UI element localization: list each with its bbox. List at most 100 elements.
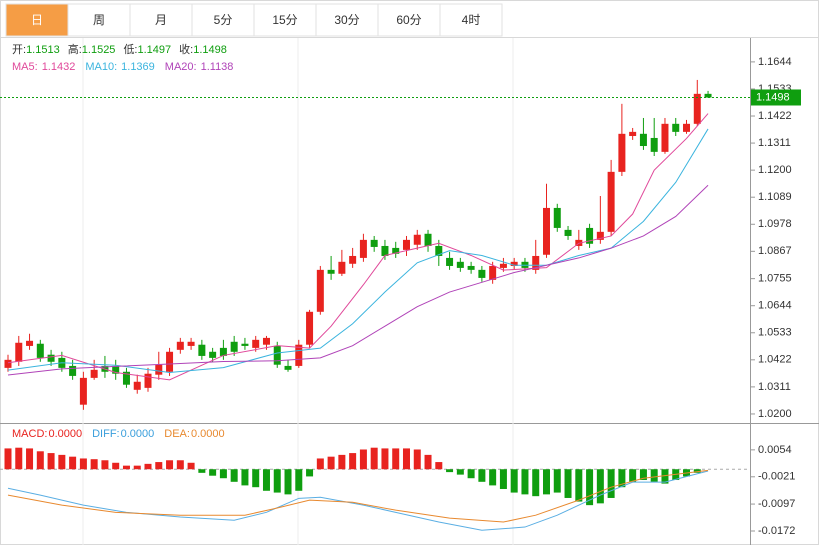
macd-bar <box>262 469 270 491</box>
candle-body <box>198 344 206 356</box>
y-tick-label: 1.1644 <box>758 56 792 68</box>
macd-bar <box>370 447 378 470</box>
candle-body <box>69 365 77 376</box>
macd-bar <box>607 469 615 498</box>
tab-label[interactable]: 月 <box>155 13 167 27</box>
candle-body <box>284 365 292 370</box>
candle-body <box>650 137 658 152</box>
candle-body <box>359 239 367 258</box>
candle-body <box>672 123 680 132</box>
tab[interactable] <box>315 3 379 37</box>
legend-value: 0.0000 <box>48 428 82 440</box>
candle-body <box>295 344 303 366</box>
candle-body <box>693 93 701 124</box>
macd-bar <box>133 465 141 470</box>
macd-bar <box>510 469 518 493</box>
indicator-line <box>7 184 709 376</box>
macd-bar <box>359 449 367 470</box>
candle-body <box>112 365 120 374</box>
candle-body <box>618 133 626 172</box>
candle-body <box>338 261 346 274</box>
candle-body <box>241 343 249 346</box>
candle-body <box>230 341 238 352</box>
y-tick-label: -0.0097 <box>758 498 795 510</box>
macd-bar <box>122 465 130 470</box>
candle-body <box>122 371 130 385</box>
legend-value: 1.1369 <box>121 61 155 73</box>
macd-bar <box>532 469 540 497</box>
y-tick-label: 1.1422 <box>758 110 792 122</box>
y-tick-label: 1.0533 <box>758 327 792 339</box>
macd-bar <box>252 469 260 488</box>
candle-body <box>639 133 647 147</box>
macd-bar <box>596 469 604 504</box>
y-tick-label: 1.0755 <box>758 273 792 285</box>
candle-body <box>15 342 23 362</box>
last-price-tag <box>751 89 801 106</box>
macd-bar <box>543 469 550 495</box>
y-tick-label: 0.0054 <box>758 444 792 456</box>
macd-bar <box>316 458 324 470</box>
ohlc-name: 高: <box>68 42 82 56</box>
macd-bar <box>26 448 34 470</box>
candle-body <box>478 269 486 278</box>
macd-bar <box>241 469 249 486</box>
candle-body <box>316 269 324 312</box>
tab-label[interactable]: 30分 <box>334 13 359 27</box>
tab-label[interactable]: 5分 <box>214 13 233 27</box>
tab[interactable] <box>191 3 255 37</box>
legend-name: MA20: <box>165 61 197 73</box>
tab[interactable] <box>253 3 317 37</box>
macd-bar <box>4 448 12 470</box>
tab-label[interactable]: 日 <box>31 13 43 27</box>
tab[interactable] <box>377 3 441 37</box>
price-panel: 1.16441.15331.14221.13111.12001.10891.09… <box>0 42 801 420</box>
tab-label[interactable]: 周 <box>93 13 105 27</box>
candle-body <box>704 93 712 98</box>
candle-body <box>36 343 44 358</box>
candle-body <box>219 347 227 356</box>
tab[interactable] <box>439 3 503 37</box>
candle-body <box>683 123 691 132</box>
y-tick-label: 1.1089 <box>758 191 792 203</box>
macd-bar <box>90 459 98 470</box>
macd-bar <box>424 454 432 470</box>
ohlc-name: 收: <box>179 42 193 56</box>
y-tick-label: -0.0021 <box>758 471 795 483</box>
legend-value: 1.1432 <box>42 61 76 73</box>
candle-body <box>586 227 594 244</box>
ohlc-name: 低: <box>123 43 137 56</box>
macd-bar <box>198 469 206 473</box>
macd-bar <box>166 460 174 470</box>
macd-bar <box>47 453 55 470</box>
macd-bar <box>219 469 227 479</box>
macd-bar <box>456 469 464 475</box>
tab[interactable] <box>129 3 193 37</box>
candle-body <box>489 265 497 280</box>
legend-name: MA5: <box>12 61 38 73</box>
candle-body <box>607 171 615 232</box>
macd-bar <box>499 469 507 489</box>
macd-bar <box>112 462 120 470</box>
candle-body <box>79 377 87 405</box>
macd-bar <box>295 469 303 491</box>
candle-body <box>327 269 335 274</box>
macd-bar <box>639 469 647 481</box>
macd-bar <box>553 469 561 493</box>
tab-label[interactable]: 15分 <box>272 13 297 27</box>
indicator-line <box>7 113 709 381</box>
candle-body <box>629 131 637 137</box>
legend-value: 1.1138 <box>201 61 234 73</box>
y-tick-label: 1.1311 <box>758 137 791 149</box>
macd-bar <box>575 469 583 502</box>
legend-name: DEA: <box>164 428 190 440</box>
candle-body <box>262 337 270 345</box>
macd-bar <box>693 469 701 473</box>
macd-bar <box>306 469 314 477</box>
tab-label[interactable]: 60分 <box>396 13 421 27</box>
y-tick-label: 1.0422 <box>758 354 792 366</box>
macd-bar <box>36 451 44 470</box>
macd-bar <box>15 447 23 470</box>
tab-label[interactable]: 4时 <box>462 13 481 27</box>
candle-body <box>435 245 443 256</box>
